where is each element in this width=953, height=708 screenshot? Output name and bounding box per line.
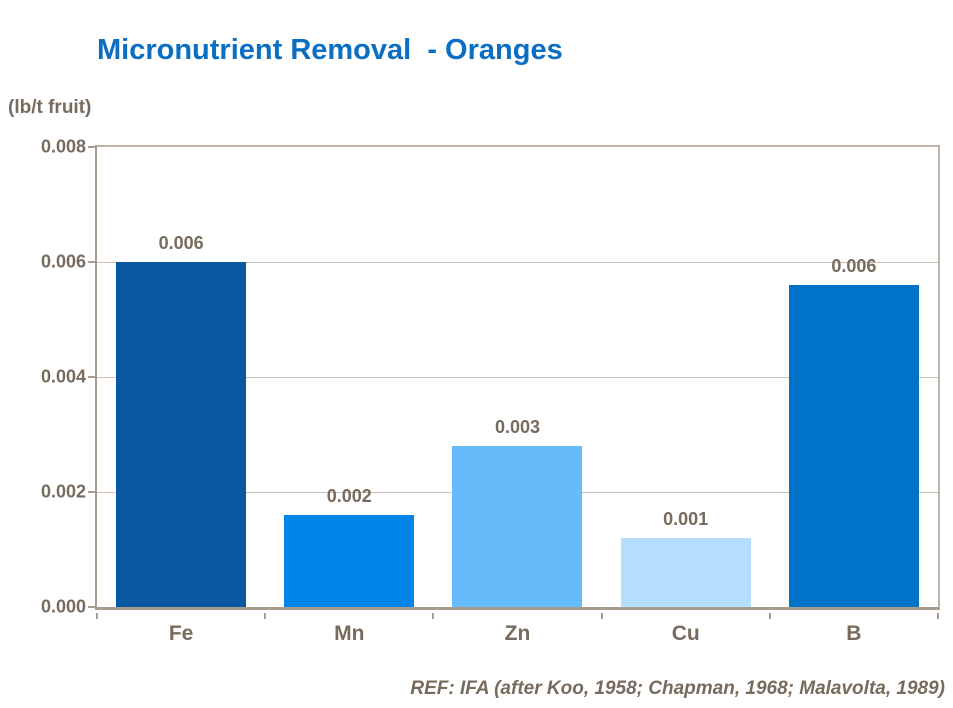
x-axis-tick-mark (768, 613, 771, 619)
y-axis-tick-label: 0.002 (40, 481, 86, 502)
y-axis-tick-label: 0.004 (40, 366, 86, 387)
x-axis-tick-mark (937, 613, 939, 619)
bar-value-label: 0.006 (158, 233, 204, 253)
bar-fe (116, 262, 247, 607)
y-axis-tick-mark (88, 606, 95, 608)
y-axis-unit-label: (lb/t fruit) (8, 97, 92, 118)
bar-slot-cu: 0.001 Cu (602, 147, 770, 645)
y-axis-tick-mark (88, 146, 95, 148)
x-axis-category-label: Mn (334, 622, 365, 645)
x-axis-category-label: Zn (504, 622, 531, 645)
y-axis-tick-mark (88, 261, 95, 263)
plot-area: 0.006 Fe 0.002 Mn 0.003 Zn 0.001 Cu 0.006 B (95, 145, 940, 645)
gridline (97, 262, 938, 263)
y-axis-tick-label: 0.006 (40, 251, 86, 272)
bar-value-label: 0.002 (326, 486, 372, 506)
bar-value-label: 0.003 (494, 417, 540, 437)
x-axis-tick-mark (600, 613, 603, 619)
bar-value-label: 0.001 (663, 509, 709, 529)
y-axis-tick-mark (88, 376, 95, 378)
bar-cu (620, 538, 751, 607)
chart-title: Micronutrient Removal - Oranges (97, 34, 563, 66)
bar-value-label: 0.006 (831, 256, 877, 276)
bar-slot-b: 0.006 B (770, 147, 938, 645)
x-axis-category-label: B (846, 622, 862, 645)
y-axis-tick-mark (88, 491, 95, 493)
x-axis-tick-mark (264, 613, 267, 619)
bar-zn (452, 446, 583, 607)
bar-slot-zn: 0.003 Zn (433, 147, 601, 645)
bar-b (788, 285, 919, 607)
reference-text: REF: IFA (after Koo, 1958; Chapman, 1968… (410, 678, 945, 699)
bar-mn (284, 515, 415, 607)
bar-slot-fe: 0.006 Fe (97, 147, 265, 645)
y-axis-tick-label: 0.000 (40, 596, 86, 617)
y-axis-tick-label: 0.008 (40, 136, 86, 157)
bar-slot-mn: 0.002 Mn (265, 147, 433, 645)
x-axis-tick-mark (432, 613, 435, 619)
gridline (97, 377, 938, 378)
x-axis-tick-mark (96, 613, 98, 619)
x-axis-category-label: Fe (168, 622, 194, 645)
x-axis-category-label: Cu (671, 622, 700, 645)
